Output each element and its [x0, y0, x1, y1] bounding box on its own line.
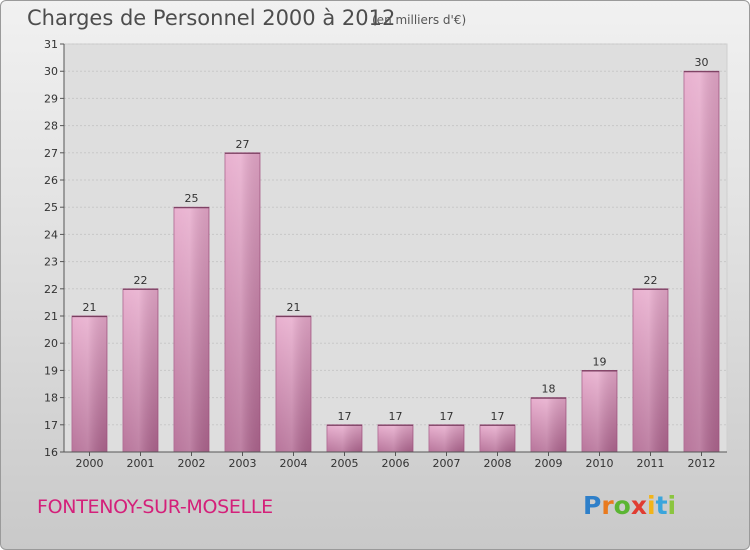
x-tick-label: 2000 — [76, 457, 104, 470]
bar-highlight — [582, 370, 617, 452]
data-label: 17 — [389, 410, 403, 423]
bars — [71, 70, 720, 453]
data-label: 22 — [644, 274, 658, 287]
bar-highlight — [531, 397, 566, 452]
logo-letter: P — [583, 491, 602, 520]
y-tick-label: 29 — [44, 92, 58, 105]
y-tick-label: 20 — [44, 337, 58, 350]
data-label: 21 — [287, 301, 301, 314]
x-tick-label: 2012 — [688, 457, 716, 470]
y-tick-label: 19 — [44, 364, 58, 377]
y-tick-label: 21 — [44, 310, 58, 323]
data-label: 17 — [491, 410, 505, 423]
y-tick-label: 30 — [44, 65, 58, 78]
x-tick-label: 2002 — [178, 457, 206, 470]
chart-title: Charges de Personnel 2000 à 2012 — [27, 6, 396, 30]
y-tick-label: 31 — [44, 38, 58, 51]
x-tick-label: 2005 — [331, 457, 359, 470]
data-label: 22 — [134, 274, 148, 287]
data-labels: 21 22 25 27 21 17 17 17 17 18 19 22 30 — [83, 56, 709, 423]
y-tick-label: 17 — [44, 419, 58, 432]
data-label: 30 — [695, 56, 709, 69]
bar-highlight — [225, 152, 260, 453]
x-axis-ticks: 2000 2001 2002 2003 2004 2005 2006 2007 2008 2009… — [76, 452, 716, 470]
data-label: 17 — [338, 410, 352, 423]
bar-highlight — [123, 288, 158, 452]
bar-highlight — [480, 424, 515, 452]
data-label: 19 — [593, 355, 607, 368]
data-label: 21 — [83, 301, 97, 314]
y-tick-label: 23 — [44, 256, 58, 269]
y-tick-label: 25 — [44, 201, 58, 214]
proxiti-logo[interactable]: Proxiti — [583, 491, 676, 520]
bar-highlight — [684, 71, 719, 452]
logo-letter: r — [601, 491, 614, 520]
chart-subtitle: (en milliers d'€) — [372, 13, 467, 27]
x-tick-label: 2008 — [484, 457, 512, 470]
x-tick-label: 2001 — [127, 457, 155, 470]
y-tick-label: 28 — [44, 120, 58, 133]
bar-highlight — [378, 424, 413, 452]
logo-letter: t — [655, 491, 668, 520]
logo-letter: x — [630, 491, 647, 520]
x-tick-label: 2010 — [586, 457, 614, 470]
bar-highlight — [633, 288, 668, 452]
bar-highlight — [276, 316, 311, 452]
y-tick-label: 16 — [44, 446, 58, 459]
y-tick-label: 26 — [44, 174, 58, 187]
data-label: 27 — [236, 138, 250, 151]
y-tick-label: 24 — [44, 228, 58, 241]
bar-highlight — [327, 424, 362, 452]
y-axis-ticks: 16 17 18 19 20 21 22 23 24 25 26 27 28 29 30 31 — [44, 38, 64, 459]
y-tick-label: 18 — [44, 392, 58, 405]
data-label: 25 — [185, 192, 199, 205]
plot-area — [63, 43, 728, 453]
logo-letter: i — [647, 491, 656, 520]
x-tick-label: 2003 — [229, 457, 257, 470]
x-tick-label: 2011 — [637, 457, 665, 470]
bar-highlight — [72, 316, 107, 452]
logo-letter: i — [667, 491, 677, 520]
data-label: 18 — [542, 383, 556, 396]
x-tick-label: 2007 — [433, 457, 461, 470]
data-label: 17 — [440, 410, 454, 423]
y-tick-label: 27 — [44, 147, 58, 160]
x-tick-label: 2009 — [535, 457, 563, 470]
y-tick-label: 22 — [44, 283, 58, 296]
x-tick-label: 2006 — [382, 457, 410, 470]
bar-highlight — [174, 207, 209, 452]
bar-highlight — [429, 424, 464, 452]
logo-letter: o — [613, 491, 631, 520]
x-tick-label: 2004 — [280, 457, 308, 470]
commune-name: FONTENOY-SUR-MOSELLE — [37, 496, 273, 518]
